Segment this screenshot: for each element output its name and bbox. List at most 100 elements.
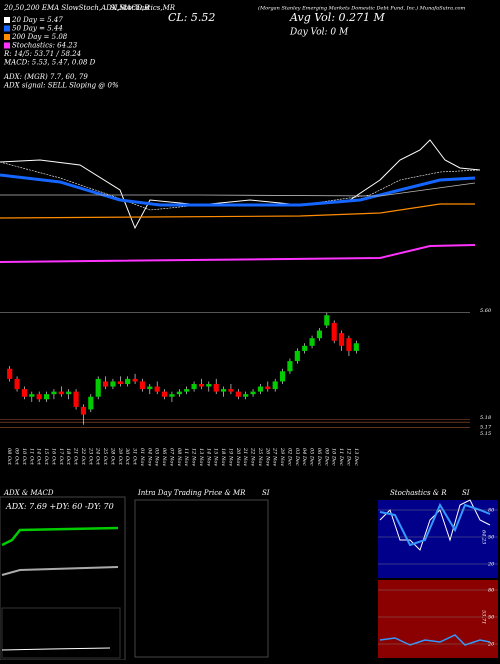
stoch-panel (378, 500, 498, 578)
legend-swatch (4, 42, 10, 49)
candle-body (58, 391, 64, 395)
date-label: 10 Oct (21, 448, 27, 466)
date-label: 22 Oct (80, 447, 86, 466)
stoch-si: SI (462, 489, 470, 497)
adx-values: ADX: 7.69 +DY: 60 -DY: 70 (5, 502, 114, 511)
ema-20 (0, 173, 476, 207)
date-label: 11 Oct (28, 448, 34, 466)
candle-body (184, 389, 190, 392)
candle-body (169, 394, 175, 397)
adx-line (1, 526, 119, 547)
date-label: 08 Nov (176, 448, 182, 466)
candle-body (88, 396, 94, 410)
date-label: 08 Oct (6, 448, 12, 466)
price-label: 5.60 (480, 308, 492, 314)
close: CL: 5.52 (168, 11, 215, 24)
date-label: 20 Nov (235, 447, 241, 466)
day-vol: Day Vol: 0 M (289, 28, 349, 38)
adx-panel (0, 496, 126, 661)
candle-body (294, 350, 300, 362)
price-label: 5.18 (480, 415, 491, 421)
adx-line (1, 566, 119, 576)
date-label: 16 Oct (50, 448, 56, 466)
date-label: 18 Oct (65, 448, 71, 466)
candle-body (43, 394, 50, 400)
date-label: 29 Oct (117, 447, 123, 466)
panel-value: 53.71 (481, 610, 487, 624)
candle-body (132, 378, 138, 382)
legend-text: 50 Day = 5.44 (12, 25, 63, 33)
legend-text: 200 Day = 5.08 (11, 33, 68, 41)
panel-tick: 50 (488, 535, 495, 541)
candle-body (331, 322, 337, 341)
date-label: 09 Dec (323, 448, 329, 466)
date-label: 06 Dec (316, 448, 322, 466)
date-label: 10 Dec (331, 448, 337, 466)
candle-body (287, 361, 293, 372)
date-label: 17 Oct (58, 448, 64, 466)
candle-body (279, 371, 286, 382)
candle-body (176, 391, 182, 395)
candle-body (66, 391, 72, 395)
candle-body (346, 338, 352, 351)
candle-body (250, 391, 256, 395)
candle-body (139, 381, 146, 390)
panel-tick: 80 (488, 508, 495, 514)
legend-text: R: 14/5: 53.71 / 58.24 (3, 50, 81, 58)
date-label: 27 Nov (272, 447, 278, 466)
legend-swatch (4, 25, 10, 32)
price-line (0, 139, 481, 230)
candle-body (29, 394, 35, 397)
date-label: 30 Oct (124, 448, 130, 466)
date-label: 06 Nov (161, 448, 167, 466)
candle-body (316, 330, 323, 339)
date-label: 05 Dec (309, 448, 315, 466)
date-label: 13 Nov (198, 448, 204, 466)
price-panel: 5.60 5.18 5.155.17 08 Oct 09 Oct 10 Oct 11 Oct… (0, 308, 492, 466)
date-label: 14 Oct (36, 448, 42, 466)
panel-tick: 20 (487, 562, 495, 568)
date-label: 19 Nov (227, 448, 233, 466)
date-label: 24 Oct (95, 447, 101, 466)
date-label: 22 Nov (250, 447, 256, 466)
legend-text: 20 Day = 5.47 (11, 16, 63, 24)
mr-panel (378, 580, 498, 658)
candle-body (235, 391, 241, 397)
date-label: 03 Dec (294, 448, 300, 466)
panel-tick: 50 (488, 615, 495, 621)
date-label: 05 Nov (154, 448, 160, 466)
candle-body (73, 391, 79, 407)
candle-body (191, 384, 197, 390)
date-label: 02 Dec (286, 448, 292, 466)
date-label: 04 Dec (301, 448, 307, 466)
date-label: 21 Nov (242, 447, 248, 466)
date-label: 07 Nov (168, 448, 174, 466)
price-label: 5.15 (480, 431, 491, 437)
candle-body (272, 381, 278, 390)
candle-body (21, 389, 28, 397)
header-title: (Morgan Stanley Emerging Markets Domesti… (258, 5, 466, 12)
legend-text: ADX: (MGR) 7.7, 60, 79 (3, 73, 88, 81)
candle-body (7, 368, 13, 379)
candle-body (338, 333, 345, 346)
date-label: 15 Oct (43, 448, 49, 466)
ema-line (0, 161, 481, 211)
date-label: 29 Nov (279, 447, 285, 466)
candle-body (161, 391, 168, 397)
stoch-line (379, 502, 491, 547)
candle-body (125, 378, 131, 384)
candle-body (80, 406, 87, 415)
candle-body (213, 384, 219, 392)
candle-body (324, 315, 330, 326)
candle-body (102, 381, 109, 387)
intraday-title: Intra Day Trading Price & MR (137, 489, 246, 497)
date-label: 25 Nov (257, 447, 263, 466)
candle-body (228, 389, 234, 392)
candle-body (14, 378, 20, 390)
candle-body (110, 381, 116, 387)
date-label: 18 Nov (220, 448, 226, 466)
header-left: 20,50,200 EMA SlowStoch,ADX,MACD,B (3, 4, 149, 12)
panel-ticks: 80 50 20 64.23 80 50 20 53.71 (378, 508, 498, 648)
